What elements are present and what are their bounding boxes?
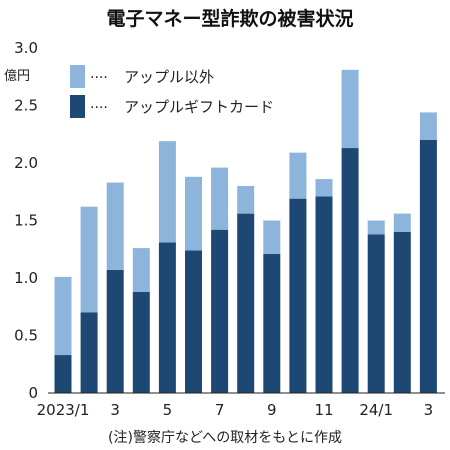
bar-group bbox=[54, 69, 437, 393]
bar-apple-gift-card bbox=[54, 355, 72, 393]
y-tick-label: 1.5 bbox=[14, 212, 38, 230]
x-tick-label: 5 bbox=[163, 401, 173, 419]
bar-non-apple bbox=[419, 112, 437, 140]
bar-non-apple bbox=[341, 69, 359, 149]
bar-non-apple bbox=[237, 186, 255, 214]
y-tick-label: 0.5 bbox=[14, 327, 38, 345]
bar-non-apple bbox=[185, 176, 202, 251]
bar-non-apple bbox=[132, 248, 150, 292]
bar-non-apple bbox=[54, 276, 72, 356]
x-tick-label: 24/1 bbox=[359, 401, 393, 419]
y-axis-unit: 億円 bbox=[4, 68, 30, 84]
x-tick-label: 11 bbox=[314, 401, 333, 419]
bar-apple-gift-card bbox=[80, 312, 98, 393]
legend: ···· アップル以外 ···· アップルギフトカード bbox=[70, 65, 274, 118]
y-tick-label: 0 bbox=[28, 384, 38, 402]
bar-apple-gift-card bbox=[211, 229, 229, 393]
bar-apple-gift-card bbox=[419, 140, 437, 393]
x-tick-label: 9 bbox=[267, 401, 277, 419]
bar-non-apple bbox=[315, 179, 333, 197]
bar-non-apple bbox=[80, 206, 98, 313]
x-axis-ticks: 2023/1 3 5 7 9 11 24/1 3 bbox=[37, 401, 434, 419]
legend-leader-apple-gift-card: ···· bbox=[90, 100, 108, 116]
bar-non-apple bbox=[393, 213, 411, 232]
bar-non-apple bbox=[158, 141, 176, 243]
chart-title: 電子マネー型詐欺の被害状況 bbox=[106, 7, 353, 30]
y-tick-label: 2.5 bbox=[14, 97, 38, 115]
x-tick-label: 2023/1 bbox=[37, 401, 90, 419]
x-tick-label: 7 bbox=[215, 401, 225, 419]
bar-apple-gift-card bbox=[106, 269, 124, 393]
bar-apple-gift-card bbox=[315, 196, 333, 393]
bar-non-apple bbox=[106, 182, 124, 270]
source-note: (注)警察庁などへの取材をもとに作成 bbox=[108, 429, 342, 446]
bar-non-apple bbox=[263, 220, 281, 254]
y-tick-label: 1.0 bbox=[14, 269, 38, 287]
bar-non-apple bbox=[211, 167, 229, 230]
legend-swatch-apple-gift-card bbox=[70, 95, 85, 118]
bar-apple-gift-card bbox=[341, 148, 359, 393]
y-axis-ticks: 0 0.5 1.0 1.5 2.0 2.5 3.0 bbox=[14, 39, 38, 402]
legend-swatch-non-apple bbox=[70, 65, 85, 88]
bar-apple-gift-card bbox=[237, 213, 255, 393]
legend-label-apple-gift-card: アップルギフトカード bbox=[124, 98, 274, 116]
legend-label-non-apple: アップル以外 bbox=[124, 68, 214, 86]
bar-non-apple bbox=[367, 220, 385, 235]
y-tick-label: 3.0 bbox=[14, 39, 38, 57]
x-tick-label: 3 bbox=[424, 401, 434, 419]
bar-apple-gift-card bbox=[158, 242, 176, 393]
bar-apple-gift-card bbox=[185, 250, 202, 393]
bar-apple-gift-card bbox=[289, 198, 307, 393]
bar-apple-gift-card bbox=[263, 253, 281, 393]
x-tick-label: 3 bbox=[110, 401, 120, 419]
bar-apple-gift-card bbox=[367, 234, 385, 393]
legend-leader-non-apple: ···· bbox=[90, 70, 108, 86]
bar-non-apple bbox=[289, 152, 307, 199]
y-tick-label: 2.0 bbox=[14, 154, 38, 172]
bar-apple-gift-card bbox=[132, 291, 150, 393]
bar-apple-gift-card bbox=[393, 232, 411, 393]
